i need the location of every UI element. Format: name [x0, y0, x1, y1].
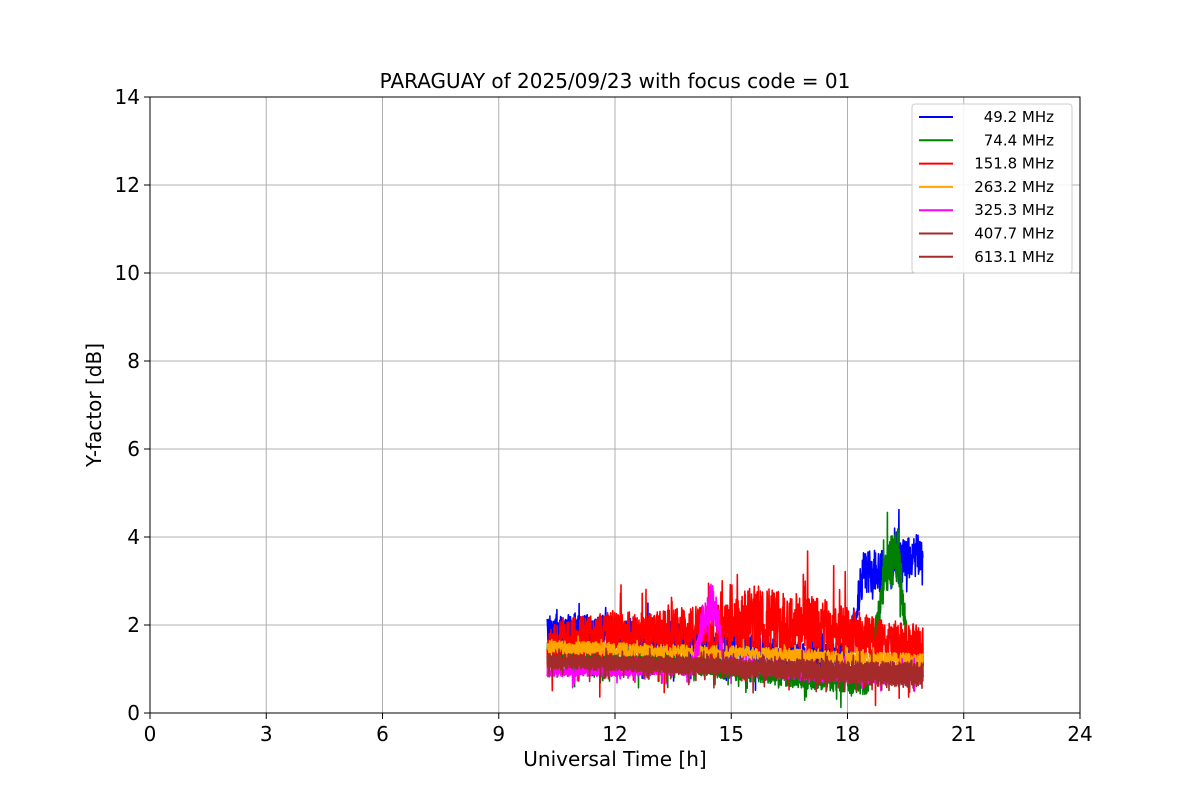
- y-tick-label: 2: [127, 613, 140, 637]
- series-line-6: [546, 648, 924, 694]
- y-axis-label: Y-factor [dB]: [82, 343, 106, 468]
- x-tick-label: 9: [492, 722, 505, 746]
- x-tick-label: 6: [376, 722, 389, 746]
- x-axis: 0 3 6 9 12 15 18 21 24: [144, 713, 1093, 746]
- y-tick-label: 14: [115, 85, 140, 109]
- y-tick-label: 6: [127, 437, 140, 461]
- x-tick-label: 15: [719, 722, 744, 746]
- legend-box: [911, 103, 1073, 274]
- x-axis-label: Universal Time [h]: [523, 747, 706, 771]
- y-tick-label: 12: [115, 173, 140, 197]
- y-tick-label: 4: [127, 525, 140, 549]
- legend-label: 151.8 MHz: [974, 155, 1054, 173]
- legend-label: 407.7 MHz: [974, 225, 1054, 243]
- y-tick-label: 0: [127, 701, 140, 725]
- legend-label: 74.4 MHz: [984, 131, 1054, 149]
- y-tick-label: 8: [127, 349, 140, 373]
- series-line-2: [546, 550, 924, 707]
- x-tick-label: 21: [951, 722, 976, 746]
- legend-label: 263.2 MHz: [974, 178, 1054, 196]
- y-tick-label: 10: [115, 261, 140, 285]
- y-axis: 0 2 4 6 8 10 12 14: [115, 85, 150, 725]
- series-layer: [546, 508, 924, 709]
- x-tick-label: 18: [835, 722, 860, 746]
- x-tick-label: 24: [1067, 722, 1092, 746]
- legend-label: 49.2 MHz: [984, 108, 1054, 126]
- x-tick-label: 12: [602, 722, 627, 746]
- x-tick-label: 3: [260, 722, 273, 746]
- legend-label: 613.1 MHz: [974, 248, 1054, 266]
- legend: 49.2 MHz 74.4 MHz 151.8 MHz 263.2 MHz 32…: [911, 103, 1073, 274]
- x-tick-label: 0: [144, 722, 157, 746]
- chart-title: PARAGUAY of 2025/09/23 with focus code =…: [380, 69, 851, 93]
- legend-label: 325.3 MHz: [974, 201, 1054, 219]
